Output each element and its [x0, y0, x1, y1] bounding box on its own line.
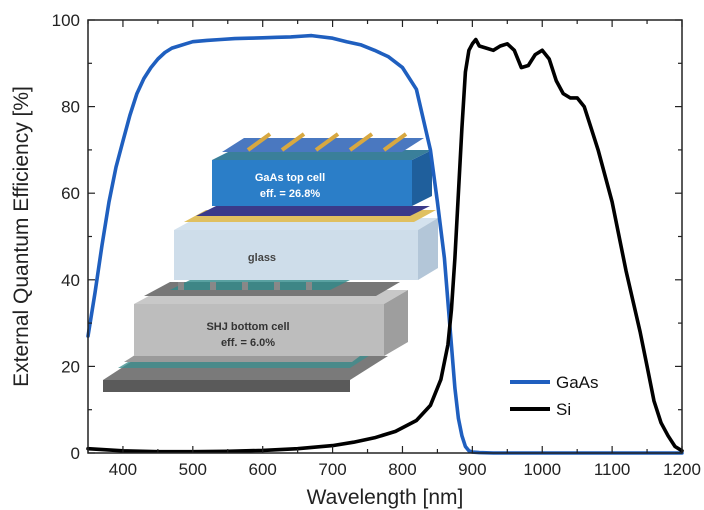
- x-tick-label: 700: [318, 460, 346, 479]
- bottom-cell-efficiency: eff. = 6.0%: [221, 337, 275, 349]
- bottom-cell-label: SHJ bottom cell: [206, 321, 289, 333]
- x-tick-label: 1000: [523, 460, 561, 479]
- device-stack-illustration: GaAs top cell eff. = 26.8% glass SHJ bot…: [103, 132, 438, 392]
- y-tick-label: 0: [71, 444, 80, 463]
- x-tick-label: 1200: [663, 460, 701, 479]
- y-tick-label: 60: [61, 184, 80, 203]
- top-cell-label: GaAs top cell: [255, 172, 325, 184]
- legend: GaAs Si: [510, 373, 599, 419]
- y-axis-title: External Quantum Efficiency [%]: [10, 86, 33, 387]
- x-axis-title: Wavelength [nm]: [307, 486, 464, 509]
- x-tick-label: 400: [109, 460, 137, 479]
- legend-label-si: Si: [556, 400, 571, 419]
- x-tick-label: 600: [249, 460, 277, 479]
- y-tick-label: 20: [61, 357, 80, 376]
- x-tick-label: 900: [458, 460, 486, 479]
- top-cell-efficiency: eff. = 26.8%: [260, 188, 320, 200]
- x-tick-label: 800: [388, 460, 416, 479]
- axes-layer: 400 500 600 700 800 900 1000 1100 1200 0 20 40 60 80 1…: [10, 11, 701, 509]
- glass-label: glass: [248, 252, 276, 264]
- y-tick-label: 80: [61, 98, 80, 117]
- legend-label-gaas: GaAs: [556, 373, 599, 392]
- x-tick-label: 500: [179, 460, 207, 479]
- y-tick-label: 100: [52, 11, 80, 30]
- x-tick-label: 1100: [594, 460, 631, 479]
- y-tick-label: 40: [61, 271, 80, 290]
- series-line-si: [86, 37, 684, 454]
- series-layer: [86, 33, 684, 455]
- series-line-gaas: [86, 33, 684, 455]
